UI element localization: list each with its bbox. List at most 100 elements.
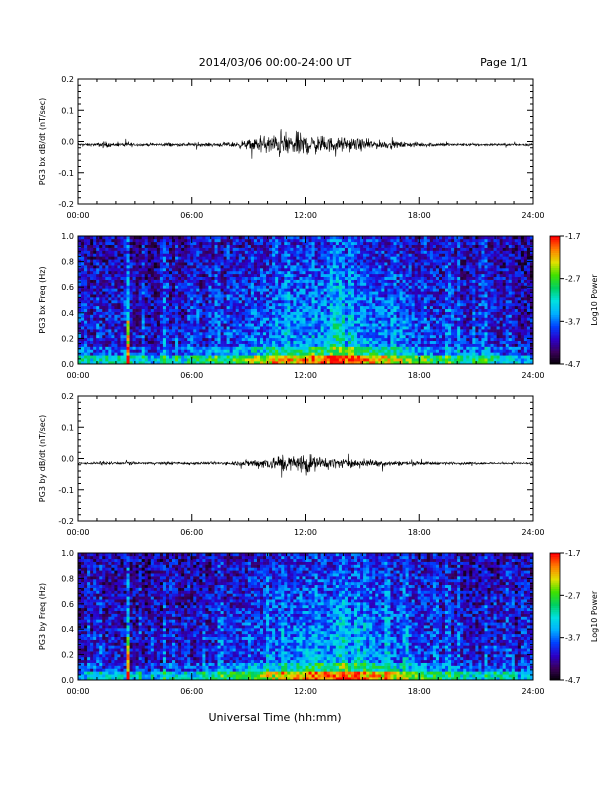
heatmap-cell <box>145 288 148 291</box>
heatmap-cell <box>272 303 275 306</box>
heatmap-cell <box>299 355 302 358</box>
heatmap-cell <box>293 358 296 361</box>
heatmap-cell <box>336 329 339 332</box>
heatmap-cell <box>400 323 403 326</box>
heatmap-cell <box>93 315 96 318</box>
heatmap-cell <box>336 291 339 294</box>
heatmap-cell <box>145 242 148 245</box>
heatmap-cell <box>196 245 199 248</box>
heatmap-cell <box>245 332 248 335</box>
heatmap-cell <box>99 309 102 312</box>
heatmap-cell <box>251 294 254 297</box>
heatmap-cell <box>309 271 312 274</box>
heatmap-cell <box>324 332 327 335</box>
heatmap-cell <box>133 303 136 306</box>
heatmap-cell <box>318 312 321 315</box>
heatmap-cell <box>245 323 248 326</box>
heatmap-cell <box>230 317 233 320</box>
heatmap-cell <box>157 323 160 326</box>
heatmap-cell <box>312 253 315 256</box>
heatmap-cell <box>345 253 348 256</box>
heatmap-cell <box>154 323 157 326</box>
heatmap-cell <box>342 248 345 251</box>
heatmap-cell <box>202 271 205 274</box>
heatmap-cell <box>360 335 363 338</box>
heatmap-cell <box>278 341 281 344</box>
heatmap-cell <box>315 303 318 306</box>
heatmap-cell <box>84 256 87 259</box>
heatmap-cell <box>254 280 257 283</box>
heatmap-cell <box>251 242 254 245</box>
heatmap-cell <box>360 332 363 335</box>
heatmap-cell <box>403 303 406 306</box>
heatmap-cell <box>378 291 381 294</box>
heatmap-cell <box>202 288 205 291</box>
heatmap-cell <box>248 268 251 271</box>
heatmap-cell <box>136 300 139 303</box>
heatmap-cell <box>102 294 105 297</box>
heatmap-cell <box>390 283 393 286</box>
heatmap-cell <box>293 335 296 338</box>
heatmap-cell <box>351 352 354 355</box>
heatmap-cell <box>263 352 266 355</box>
heatmap-cell <box>205 349 208 352</box>
heatmap-cell <box>139 306 142 309</box>
heatmap-cell <box>96 239 99 242</box>
heatmap-cell <box>390 253 393 256</box>
heatmap-cell <box>360 306 363 309</box>
heatmap-cell <box>336 315 339 318</box>
heatmap-cell <box>284 332 287 335</box>
heatmap-cell <box>357 253 360 256</box>
heatmap-cell <box>312 323 315 326</box>
heatmap-cell <box>330 355 333 358</box>
heatmap-cell <box>245 349 248 352</box>
heatmap-cell <box>384 277 387 280</box>
heatmap-cell <box>260 294 263 297</box>
heatmap-cell <box>275 262 278 265</box>
heatmap-cell <box>336 341 339 344</box>
heatmap-cell <box>172 341 175 344</box>
heatmap-cell <box>263 317 266 320</box>
heatmap-cell <box>257 274 260 277</box>
heatmap-cell <box>114 312 117 315</box>
heatmap-cell <box>387 274 390 277</box>
heatmap-cell <box>257 335 260 338</box>
heatmap-cell <box>400 253 403 256</box>
heatmap-cell <box>351 323 354 326</box>
heatmap-cell <box>281 274 284 277</box>
heatmap-cell <box>363 312 366 315</box>
heatmap-cell <box>248 323 251 326</box>
heatmap-cell <box>120 332 123 335</box>
heatmap-cell <box>327 288 330 291</box>
heatmap-cell <box>221 335 224 338</box>
heatmap-cell <box>93 262 96 265</box>
heatmap-cell <box>190 297 193 300</box>
heatmap-cell <box>111 242 114 245</box>
y-tick-label: -0.1 <box>58 169 74 178</box>
heatmap-cell <box>299 338 302 341</box>
heatmap-cell <box>93 341 96 344</box>
heatmap-cell <box>133 251 136 254</box>
heatmap-cell <box>400 326 403 329</box>
heatmap-cell <box>163 274 166 277</box>
heatmap-cell <box>157 277 160 280</box>
heatmap-cell <box>178 251 181 254</box>
heatmap-cell <box>412 288 415 291</box>
heatmap-cell <box>139 280 142 283</box>
heatmap-cell <box>387 259 390 262</box>
heatmap-cell <box>281 268 284 271</box>
heatmap-cell <box>378 306 381 309</box>
heatmap-cell <box>196 347 199 350</box>
heatmap-cell <box>236 352 239 355</box>
heatmap-cell <box>190 332 193 335</box>
heatmap-cell <box>387 341 390 344</box>
heatmap-cell <box>318 315 321 318</box>
heatmap-cell <box>245 262 248 265</box>
heatmap-cell <box>221 251 224 254</box>
heatmap-cell <box>124 300 127 303</box>
heatmap-cell <box>278 285 281 288</box>
heatmap-cell <box>278 329 281 332</box>
heatmap-cell <box>299 291 302 294</box>
heatmap-cell <box>412 309 415 312</box>
heatmap-cell <box>254 271 257 274</box>
